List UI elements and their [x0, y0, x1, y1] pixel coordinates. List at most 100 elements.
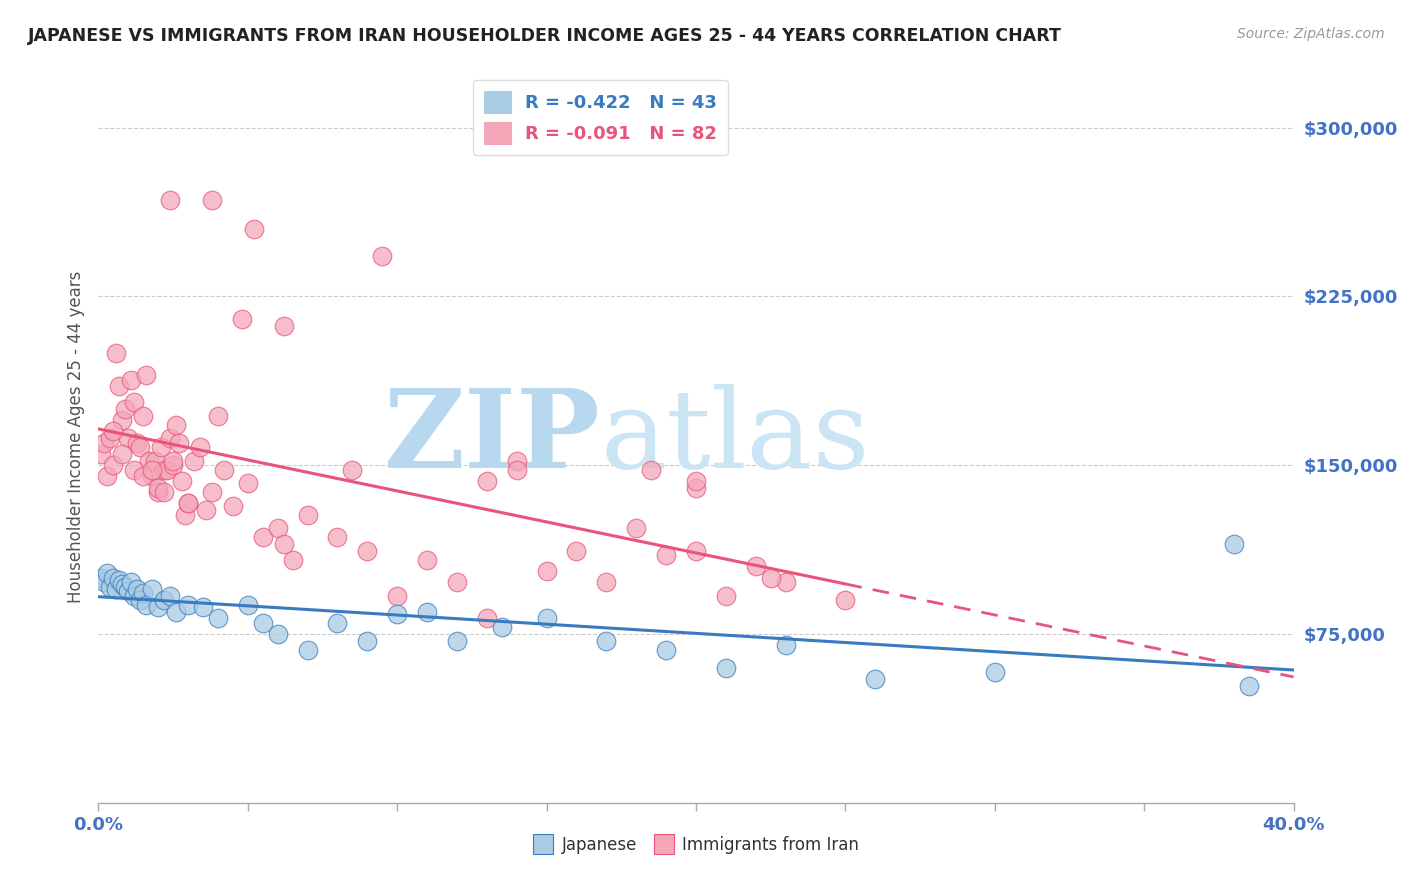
- Point: [120, 373, 142, 387]
- Point: [120, 575, 142, 590]
- Point: [103, 458, 125, 473]
- Point: [195, 503, 218, 517]
- Point: [1237, 679, 1260, 693]
- Point: [148, 481, 170, 495]
- Point: [105, 345, 128, 359]
- Point: [141, 463, 163, 477]
- Point: [162, 453, 184, 467]
- Point: [326, 615, 349, 630]
- Point: [111, 447, 134, 461]
- Point: [685, 481, 707, 495]
- Point: [626, 521, 648, 535]
- Point: [132, 409, 155, 423]
- Point: [775, 638, 797, 652]
- Point: [565, 543, 588, 558]
- Point: [141, 582, 163, 596]
- Point: [111, 413, 134, 427]
- Legend: Japanese, Immigrants from Iran: Japanese, Immigrants from Iran: [526, 829, 866, 860]
- Point: [207, 611, 229, 625]
- Point: [129, 440, 152, 454]
- Point: [150, 440, 173, 454]
- Point: [207, 409, 229, 423]
- Point: [297, 642, 319, 657]
- Point: [159, 589, 181, 603]
- Point: [124, 395, 146, 409]
- Point: [93, 435, 115, 450]
- Point: [506, 453, 529, 467]
- Point: [167, 435, 190, 450]
- Point: [236, 476, 259, 491]
- Point: [475, 611, 498, 625]
- Point: [685, 474, 707, 488]
- Point: [132, 469, 155, 483]
- Point: [714, 661, 737, 675]
- Point: [156, 463, 179, 477]
- Text: ZIP: ZIP: [384, 384, 600, 491]
- Text: JAPANESE VS IMMIGRANTS FROM IRAN HOUSEHOLDER INCOME AGES 25 - 44 YEARS CORRELATI: JAPANESE VS IMMIGRANTS FROM IRAN HOUSEHO…: [28, 27, 1062, 45]
- Point: [252, 615, 274, 630]
- Point: [595, 633, 617, 648]
- Point: [183, 453, 205, 467]
- Point: [124, 589, 146, 603]
- Point: [191, 599, 214, 614]
- Point: [141, 469, 163, 483]
- Point: [356, 633, 378, 648]
- Point: [273, 537, 295, 551]
- Point: [491, 620, 513, 634]
- Point: [108, 573, 131, 587]
- Point: [865, 672, 887, 686]
- Point: [177, 496, 200, 510]
- Point: [745, 559, 768, 574]
- Point: [243, 222, 266, 236]
- Point: [96, 566, 118, 581]
- Point: [153, 463, 176, 477]
- Point: [222, 499, 245, 513]
- Point: [177, 496, 200, 510]
- Point: [108, 379, 131, 393]
- Point: [201, 485, 224, 500]
- Point: [188, 440, 211, 454]
- Y-axis label: Householder Income Ages 25 - 44 years: Householder Income Ages 25 - 44 years: [66, 271, 84, 603]
- Point: [105, 582, 128, 596]
- Point: [90, 447, 112, 461]
- Text: Source: ZipAtlas.com: Source: ZipAtlas.com: [1237, 27, 1385, 41]
- Point: [127, 435, 149, 450]
- Point: [267, 627, 290, 641]
- Point: [759, 571, 782, 585]
- Point: [98, 580, 122, 594]
- Point: [446, 575, 468, 590]
- Point: [159, 431, 181, 445]
- Point: [640, 463, 662, 477]
- Point: [326, 530, 349, 544]
- Point: [138, 453, 160, 467]
- Point: [117, 431, 139, 445]
- Point: [114, 580, 136, 594]
- Point: [90, 571, 112, 585]
- Point: [385, 589, 409, 603]
- Point: [595, 575, 617, 590]
- Point: [231, 312, 253, 326]
- Point: [129, 593, 152, 607]
- Point: [212, 463, 235, 477]
- Point: [143, 453, 166, 467]
- Point: [153, 485, 176, 500]
- Point: [124, 463, 146, 477]
- Point: [103, 571, 125, 585]
- Point: [135, 368, 157, 383]
- Point: [685, 543, 707, 558]
- Point: [148, 599, 170, 614]
- Point: [114, 401, 136, 416]
- Point: [132, 586, 155, 600]
- Point: [1223, 537, 1246, 551]
- Point: [111, 577, 134, 591]
- Point: [96, 469, 118, 483]
- Point: [281, 553, 304, 567]
- Point: [174, 508, 197, 522]
- Point: [506, 463, 529, 477]
- Point: [148, 485, 170, 500]
- Point: [984, 665, 1007, 680]
- Point: [385, 607, 409, 621]
- Point: [172, 474, 194, 488]
- Point: [416, 605, 439, 619]
- Point: [371, 249, 394, 263]
